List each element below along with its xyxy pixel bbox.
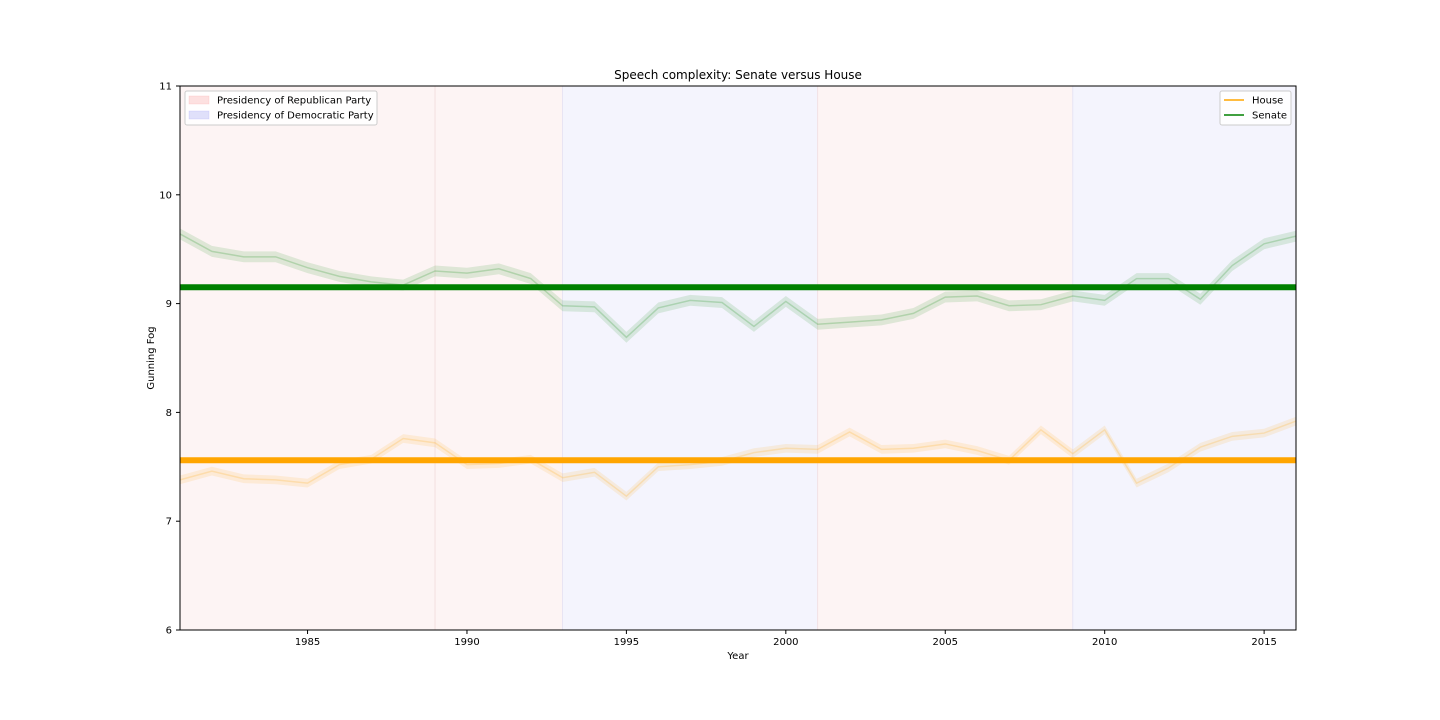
y-tick-label-8: 8 <box>166 408 172 419</box>
legend-label-republican: Presidency of Republican Party <box>217 96 371 107</box>
y-tick-label-9: 9 <box>166 299 172 310</box>
legend-label-democratic: Presidency of Democratic Party <box>217 111 374 122</box>
legend-periods-box <box>184 90 378 126</box>
period-band-republican-1 <box>179 85 436 631</box>
legend-periods: Presidency of Republican Party Presidency… <box>184 90 378 126</box>
legend-swatch-democratic <box>188 110 210 120</box>
y-axis-ticks: 6 7 8 9 10 11 <box>159 82 180 637</box>
series-line-senate <box>179 233 1297 339</box>
period-band-democratic-3 <box>562 85 819 631</box>
y-tick-label-10: 10 <box>159 190 172 201</box>
period-band-republican-4 <box>817 85 1074 631</box>
legend-label-senate: Senate <box>1252 111 1287 122</box>
mean-lines <box>180 284 1296 464</box>
x-axis-ticks: 1985 1990 1995 2000 2005 2010 2015 <box>295 630 1277 648</box>
y-tick-label-6: 6 <box>166 626 172 637</box>
x-axis-label: Year <box>726 651 749 662</box>
plot-frame <box>179 85 1297 631</box>
presidency-periods <box>179 85 1297 631</box>
period-band-democratic-5 <box>1072 85 1297 631</box>
x-tick-label-1985: 1985 <box>295 637 320 648</box>
x-tick-label-2000: 2000 <box>773 637 798 648</box>
chart-title: Speech complexity: Senate versus House <box>614 68 862 82</box>
x-tick-label-2015: 2015 <box>1251 637 1276 648</box>
x-tick-label-2010: 2010 <box>1092 637 1117 648</box>
y-axis-label: Gunning Fog <box>146 326 157 389</box>
legend-swatch-republican <box>188 95 210 105</box>
legend-series: House Senate <box>1219 90 1292 126</box>
y-tick-label-7: 7 <box>166 517 172 528</box>
x-tick-label-2005: 2005 <box>933 637 958 648</box>
period-band-republican-2 <box>434 85 564 631</box>
legend-label-house: House <box>1252 96 1283 107</box>
x-tick-label-1990: 1990 <box>454 637 479 648</box>
y-tick-label-11: 11 <box>159 82 172 93</box>
x-tick-label-1995: 1995 <box>614 637 639 648</box>
